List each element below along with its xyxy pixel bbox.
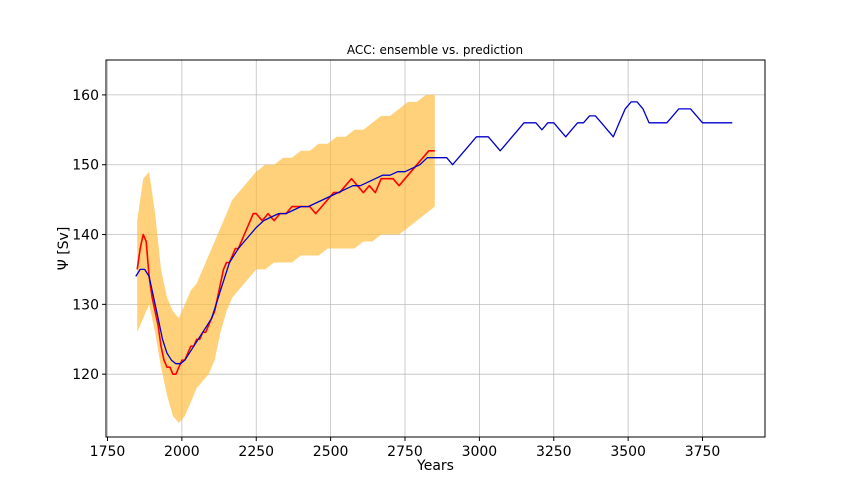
y-tick-label: 150 [72,158,99,174]
x-tick-label: 3500 [610,444,646,460]
x-tick-label: 1750 [90,444,126,460]
x-axis-label: Years [416,458,454,474]
x-tick-label: 3250 [536,444,572,460]
x-tick-label: 2250 [238,444,274,460]
y-tick-label: 140 [72,228,99,244]
series-layer [135,94,733,424]
ensemble-mean-line [136,150,435,375]
plot-frame [105,59,766,438]
y-axis-label: Ψ [Sv] [56,227,72,271]
prediction-line [135,101,733,365]
ensemble-spread-band [137,94,435,424]
x-tick-label: 3000 [462,444,498,460]
x-tick-label: 3750 [685,444,721,460]
y-tick-label: 130 [72,297,99,313]
ticks: 1750 2000 2250 2500 2750 3000 3250 3500 3750 120 1… [72,88,720,460]
x-tick-label: 2750 [387,444,423,460]
chart-title: ACC: ensemble vs. prediction [347,43,523,57]
x-tick-label: 2000 [164,444,200,460]
grid [106,60,765,437]
y-tick-label: 160 [72,88,99,104]
x-tick-label: 2500 [313,444,349,460]
y-tick-label: 120 [72,367,99,383]
